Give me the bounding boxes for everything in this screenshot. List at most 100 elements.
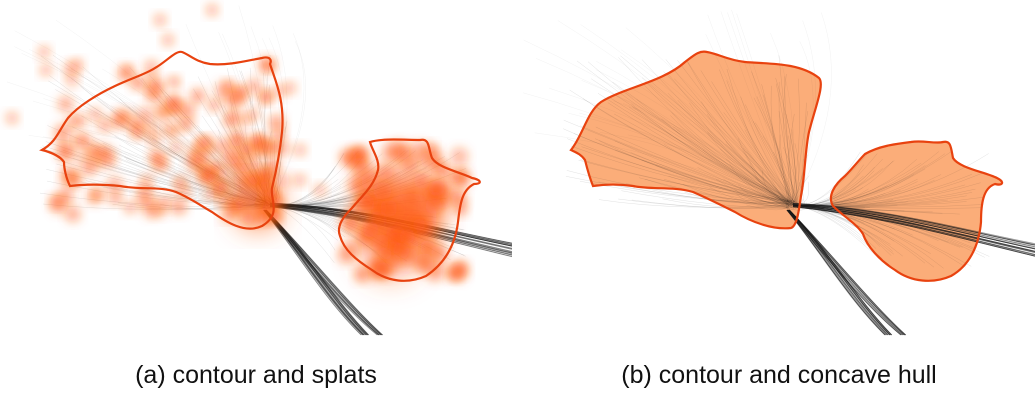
edge-line — [792, 168, 926, 206]
edge-line — [263, 209, 363, 336]
edge-line — [620, 55, 797, 207]
edge-line — [792, 174, 915, 206]
edge-line — [709, 186, 793, 209]
edge-line — [792, 205, 1035, 254]
splat — [217, 167, 229, 180]
edge-line — [627, 134, 794, 206]
edge-line — [787, 143, 799, 208]
edge-line — [697, 167, 799, 209]
edge-line — [263, 209, 364, 336]
edge-line — [702, 149, 789, 209]
edge-line — [265, 209, 383, 336]
edge-line — [792, 205, 1035, 253]
edge-line — [264, 209, 380, 336]
edge-line — [264, 209, 380, 336]
edge-line — [786, 209, 902, 336]
splat — [351, 157, 367, 172]
edge-line — [621, 49, 794, 206]
splat — [363, 221, 380, 239]
splat — [260, 90, 273, 103]
splat — [54, 124, 72, 142]
edge-line — [745, 104, 797, 202]
splat — [123, 200, 137, 214]
splat — [248, 159, 261, 171]
splat — [131, 76, 145, 90]
edge-line — [746, 151, 797, 203]
edge-line — [563, 119, 793, 208]
edge-line — [266, 209, 383, 336]
edge-line — [263, 209, 378, 336]
splat — [378, 165, 394, 181]
edge-line — [792, 204, 913, 236]
edge-line — [269, 150, 409, 206]
edge-line — [719, 69, 799, 205]
splat — [373, 181, 392, 201]
edge-line — [792, 204, 987, 236]
edge-line — [787, 209, 903, 336]
edge-line — [789, 209, 907, 336]
splat — [260, 203, 273, 216]
edge-line — [792, 204, 1035, 250]
edge-line — [751, 71, 789, 209]
edge-line — [264, 209, 379, 336]
splat — [170, 198, 187, 215]
edge-line — [729, 163, 792, 208]
splat — [153, 103, 170, 119]
edge-line — [789, 209, 907, 336]
splat — [375, 261, 392, 278]
edge-line — [792, 206, 1035, 257]
splat — [200, 135, 213, 148]
edge-line — [614, 140, 796, 203]
density-splats — [6, 4, 470, 282]
edge-line — [788, 209, 906, 336]
edge-line — [632, 106, 790, 203]
edge-line — [581, 146, 789, 202]
edge-line — [596, 61, 794, 206]
edge-line — [738, 184, 794, 205]
edge-line — [792, 204, 881, 247]
edge-line — [573, 133, 791, 202]
edge-line — [792, 204, 972, 267]
edge-line — [792, 206, 1035, 256]
edge-line — [792, 159, 918, 206]
edge-line — [792, 182, 981, 207]
edge-line — [792, 204, 960, 215]
splat — [91, 157, 102, 168]
edge-line — [269, 150, 416, 206]
edge-line — [726, 68, 788, 206]
edge-line — [787, 209, 888, 336]
splat — [249, 134, 261, 147]
splat — [88, 107, 102, 122]
splat — [144, 60, 158, 74]
edge-line — [265, 209, 368, 336]
splat — [382, 142, 401, 161]
edge-line — [672, 126, 791, 210]
edge-line — [645, 81, 799, 207]
edge-line — [265, 209, 382, 336]
edge-line — [786, 209, 886, 336]
edge-line — [265, 209, 367, 336]
edge-line — [789, 209, 906, 336]
edge-line — [548, 87, 794, 206]
splat — [215, 137, 230, 153]
edge-line — [786, 209, 902, 336]
edge-line — [790, 78, 800, 206]
edge-line — [787, 209, 904, 336]
edge-line — [792, 204, 963, 248]
edge-line — [792, 203, 1035, 246]
concave-hull-right — [830, 141, 1003, 281]
edge-line — [727, 12, 794, 206]
splat — [168, 76, 180, 88]
splat — [194, 150, 210, 165]
splat — [224, 80, 235, 91]
edge-line — [784, 76, 796, 209]
splat — [49, 195, 68, 214]
splat — [57, 96, 74, 112]
splat — [420, 151, 437, 169]
edge-line — [663, 143, 793, 206]
splat — [396, 146, 411, 161]
edge-line — [523, 39, 794, 206]
edge-line — [743, 178, 791, 208]
edge-line — [792, 204, 905, 212]
edge-line — [264, 209, 364, 336]
